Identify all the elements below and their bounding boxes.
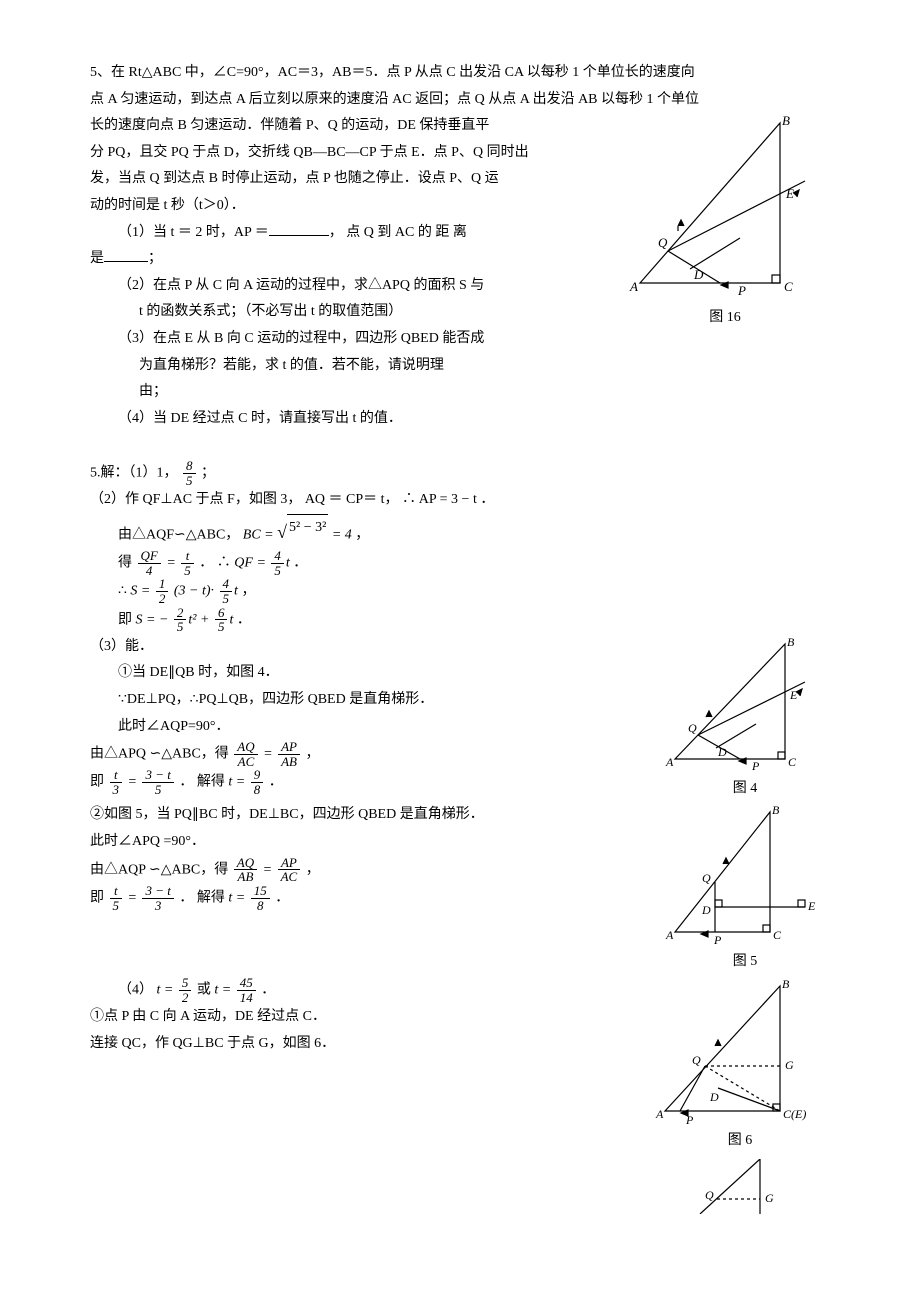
solution-3-c2-l4: 即 t5 = 3 − t3 ． 解得 t = 158 ．: [90, 884, 660, 912]
question-3b: 为直角梯形？若能，求 t 的值．若不能，请说明理: [90, 353, 620, 380]
svg-text:D: D: [693, 267, 704, 282]
solution-3-c1-l2: ∵DE⊥PQ，∴PQ⊥QB，四边形 QBED 是直角梯形．: [90, 687, 660, 714]
solution-4-c1-l2: 连接 QC，作 QG⊥BC 于点 G，如图 6．: [90, 1031, 650, 1058]
svg-text:G: G: [785, 1058, 794, 1072]
problem-line-3: 长的速度向点 B 匀速运动．伴随着 P、Q 的运动，DE 保持垂直平: [90, 113, 620, 140]
svg-text:A: A: [665, 755, 674, 769]
question-3c: 由；: [90, 379, 620, 406]
solution-4-row: （4） t = 52 或 t = 4514 ． ①点 P 由 C 向 A 运动，…: [90, 976, 830, 1214]
solution-3-head: （3）能．: [90, 634, 660, 661]
question-2b: t 的函数关系式；（不必写出 t 的取值范围）: [90, 299, 620, 326]
problem-body-row: 长的速度向点 B 匀速运动．伴随着 P、Q 的运动，DE 保持垂直平 分 PQ，…: [90, 113, 830, 432]
svg-text:C: C: [788, 755, 797, 769]
solution-3-row-a: （3）能． ①当 DE∥QB 时，如图 4． ∵DE⊥PQ，∴PQ⊥QB，四边形…: [90, 634, 830, 803]
solution-2-l4: ∴ S = 12 (3 − t)· 45t ，: [90, 577, 830, 605]
solution-3-c1-l4: 由△APQ ∽△ABC，得 AQAC = APAB ，: [90, 740, 660, 768]
figure-6-col: AB C(E) QDGP 图 6 QG: [650, 976, 830, 1214]
svg-text:Q: Q: [688, 721, 697, 735]
figure-partial-svg: QG: [650, 1159, 800, 1214]
figure-4-col: A B C Q D E P 图 4: [660, 634, 830, 803]
blank-ap: [269, 221, 329, 236]
svg-text:C: C: [773, 928, 782, 942]
question-3a: （3）在点 E 从 B 向 C 运动的过程中，四边形 QBED 能否成: [90, 326, 620, 353]
svg-text:D: D: [717, 745, 727, 759]
solution-1: 5.解：（1）1， 85 ；: [90, 459, 830, 487]
figure-4-svg: A B C Q D E P: [660, 634, 820, 774]
problem-line-6: 动的时间是 t 秒（t＞0）．: [90, 193, 620, 220]
figure-6-label: 图 6: [650, 1128, 830, 1155]
svg-text:P: P: [751, 759, 760, 773]
figure-16-svg: A B C Q D E P: [620, 113, 820, 303]
blank-dist: [104, 247, 148, 262]
svg-text:P: P: [737, 283, 746, 298]
svg-text:D: D: [701, 903, 711, 917]
figure-16-label: 图 16: [620, 305, 830, 332]
svg-text:B: B: [782, 977, 790, 991]
svg-text:P: P: [685, 1113, 694, 1126]
solution-3-c1-l5: 即 t3 = 3 − t5 ． 解得 t = 98 ．: [90, 768, 660, 796]
question-2a: （2）在点 P 从 C 向 A 运动的过程中，求△APQ 的面积 S 与: [90, 273, 620, 300]
question-1b: 是；: [90, 246, 620, 273]
svg-text:A: A: [655, 1107, 664, 1121]
svg-text:B: B: [772, 803, 780, 817]
solution-3-c1-l3: 此时∠AQP=90°．: [90, 714, 660, 741]
question-1: （1）当 t ＝ 2 时，AP ＝， 点 Q 到 AC 的 距 离: [90, 220, 620, 247]
svg-text:E: E: [807, 899, 816, 913]
svg-text:C(E): C(E): [783, 1107, 806, 1121]
problem-line-4: 分 PQ，且交 PQ 于点 D，交折线 QB—BC—CP 于点 E．点 P、Q …: [90, 140, 620, 167]
solution-2-l1: （2）作 QF⊥AC 于点 F，如图 3， AQ ＝ CP＝ t， ∴ AP =…: [90, 487, 830, 514]
solution-3-c2-l2: 此时∠APQ =90°．: [90, 829, 660, 856]
figure-4-label: 图 4: [660, 776, 830, 803]
svg-text:E: E: [789, 688, 798, 702]
solution-4-c1-l1: ①点 P 由 C 向 A 运动，DE 经过点 C．: [90, 1004, 650, 1031]
svg-text:B: B: [782, 113, 790, 128]
svg-text:G: G: [765, 1191, 774, 1205]
svg-text:Q: Q: [658, 235, 668, 250]
problem-line-5: 发，当点 Q 到达点 B 时停止运动，点 P 也随之停止．设点 P、Q 运: [90, 166, 620, 193]
problem-number: 5、: [90, 65, 111, 80]
solution-2-l2: 由△AQF∽△ABC， BC = √5² − 3² = 4 ，: [90, 514, 830, 549]
question-4: （4）当 DE 经过点 C 时，请直接写出 t 的值．: [90, 406, 620, 433]
figure-6-svg: A B C(E) Q D G P: [650, 976, 820, 1126]
figure-5-svg: A B C Q D E P: [660, 802, 820, 947]
solution-3-c2-l1: ②如图 5，当 PQ∥BC 时，DE⊥BC，四边形 QBED 是直角梯形．: [90, 802, 660, 829]
figure-5-label: 图 5: [660, 949, 830, 976]
solution-4-l1: （4） t = 52 或 t = 4514 ．: [90, 976, 650, 1004]
figure-16-col: A B C Q D E P 图 16: [620, 113, 830, 332]
svg-text:Q: Q: [702, 871, 711, 885]
svg-text:Q: Q: [692, 1053, 701, 1067]
solution-2-l3: 得 QF4 = t5 ． ∴ QF = 45t ．: [90, 549, 830, 577]
svg-text:C: C: [784, 279, 793, 294]
svg-text:P: P: [713, 933, 722, 947]
svg-text:A: A: [665, 928, 674, 942]
problem-line-2: 点 A 匀速运动，到达点 A 后立刻以原来的速度沿 AC 返回；点 Q 从点 A…: [90, 87, 830, 114]
solution-3-c2-l3: 由△AQP ∽△ABC，得 AQAB = APAC ，: [90, 856, 660, 884]
figure-5-col: A B C Q D E P 图 5: [660, 802, 830, 976]
solution-3-c1-l1: ①当 DE∥QB 时，如图 4．: [90, 660, 660, 687]
svg-text:A: A: [629, 279, 638, 294]
problem-line-1: 5、在 Rt△ABC 中，∠C=90°，AC＝3，AB＝5．点 P 从点 C 出…: [90, 60, 830, 87]
solution-3-row-b: ②如图 5，当 PQ∥BC 时，DE⊥BC，四边形 QBED 是直角梯形． 此时…: [90, 802, 830, 976]
svg-text:E: E: [785, 186, 794, 201]
solution-2-l5: 即 S = − 25t² + 65t ．: [90, 606, 830, 634]
svg-text:Q: Q: [705, 1188, 714, 1202]
svg-text:B: B: [787, 635, 795, 649]
svg-text:D: D: [709, 1090, 719, 1104]
problem-text-col: 长的速度向点 B 匀速运动．伴随着 P、Q 的运动，DE 保持垂直平 分 PQ，…: [90, 113, 620, 432]
